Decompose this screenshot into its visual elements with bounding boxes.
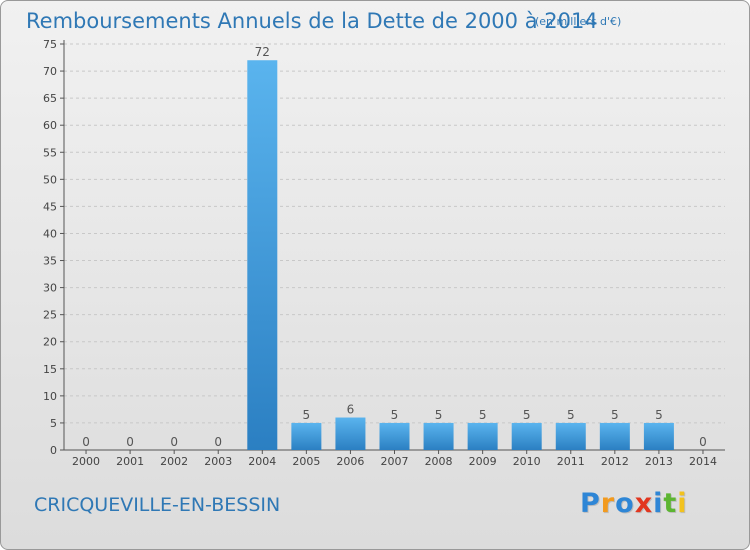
x-tick-label: 2014	[689, 455, 717, 468]
x-tick-label: 2002	[160, 455, 188, 468]
y-tick-label: 10	[43, 390, 57, 403]
chart-title: Remboursements Annuels de la Dette de 20…	[26, 9, 598, 33]
x-tick-label: 2001	[116, 455, 144, 468]
data-label: 0	[82, 435, 90, 449]
proxiti-logo[interactable]: Proxiti	[580, 487, 688, 521]
bar	[379, 422, 410, 450]
x-tick-label: 2011	[557, 455, 585, 468]
gridlines	[64, 43, 725, 424]
x-tick-label: 2010	[513, 455, 541, 468]
x-tick-label: 2008	[425, 455, 453, 468]
y-tick-label: 55	[43, 146, 57, 159]
data-label: 5	[435, 408, 443, 422]
data-label: 0	[699, 435, 707, 449]
x-tick-label: 2000	[72, 455, 100, 468]
x-tick-label: 2006	[336, 455, 364, 468]
logo-letter: t	[663, 488, 678, 519]
data-label: 72	[255, 45, 270, 59]
y-tick-label: 15	[43, 363, 57, 376]
data-label: 5	[611, 408, 619, 422]
x-tick-label: 2005	[292, 455, 320, 468]
town-name: CRICQUEVILLE-EN-BESSIN	[34, 494, 281, 516]
y-tick-label: 70	[43, 65, 57, 78]
logo-letter: i	[677, 488, 688, 519]
logo-letter: x	[634, 488, 654, 519]
data-label: 6	[347, 403, 355, 417]
x-tick-label: 2007	[381, 455, 409, 468]
y-tick-label: 40	[43, 227, 57, 240]
bar	[423, 422, 454, 450]
bar	[335, 417, 366, 450]
data-label: 5	[479, 408, 487, 422]
data-label: 5	[655, 408, 663, 422]
chart-subtitle: (en milliers d'€)	[535, 15, 622, 28]
data-label: 5	[523, 408, 531, 422]
data-label: 0	[126, 435, 134, 449]
y-tick-label: 35	[43, 255, 57, 268]
data-label: 0	[170, 435, 178, 449]
bar	[643, 422, 674, 450]
data-labels: 0 0 0 0 72 5 6 5 5 5 5 5 5 5 0	[82, 45, 707, 449]
y-tick-label: 60	[43, 119, 57, 132]
x-tick-label: 2009	[469, 455, 497, 468]
logo-letter: r	[600, 488, 616, 519]
x-tick-label: 2012	[601, 455, 629, 468]
logo-letter: P	[580, 488, 601, 519]
data-label: 5	[567, 408, 575, 422]
bar	[467, 422, 498, 450]
logo-letter: i	[653, 488, 664, 519]
bar	[291, 422, 322, 450]
y-tick-label: 50	[43, 173, 57, 186]
bar	[247, 60, 278, 451]
bar	[511, 422, 542, 450]
x-tick-label: 2013	[645, 455, 673, 468]
y-tick-label: 75	[43, 38, 57, 51]
bar	[599, 422, 630, 450]
data-label: 0	[214, 435, 222, 449]
x-tick-label: 2003	[204, 455, 232, 468]
y-tick-label: 0	[50, 444, 57, 457]
y-tick-label: 65	[43, 92, 57, 105]
bars	[247, 60, 674, 451]
y-tick-label: 5	[50, 417, 57, 430]
x-tick-label: 2004	[248, 455, 276, 468]
data-label: 5	[391, 408, 399, 422]
y-tick-label: 30	[43, 282, 57, 295]
y-tick-label: 20	[43, 336, 57, 349]
logo-letter: o	[615, 488, 635, 519]
data-label: 5	[303, 408, 311, 422]
y-tick-label: 45	[43, 200, 57, 213]
bar	[555, 422, 586, 450]
y-tick-label: 25	[43, 309, 57, 322]
